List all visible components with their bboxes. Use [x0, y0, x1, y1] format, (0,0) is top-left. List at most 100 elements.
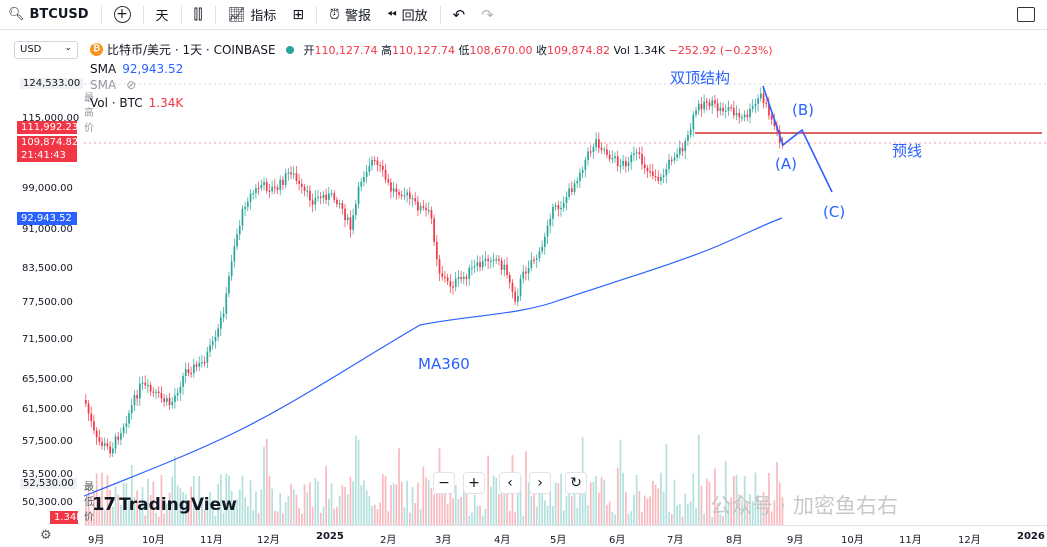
time-label: 11月 — [200, 535, 223, 546]
volume-bar — [665, 443, 668, 525]
time-label: 2026 — [1017, 531, 1045, 542]
candle-body — [576, 181, 579, 184]
volume-bar — [533, 491, 535, 525]
redo-button[interactable]: ↷ — [473, 0, 502, 30]
candle-body — [179, 386, 182, 393]
volume-bar — [193, 476, 195, 525]
tradingview-logo[interactable]: 17 TradingView — [92, 494, 237, 515]
candle-body — [657, 176, 660, 181]
time-label: 8月 — [726, 535, 743, 546]
volume-bar — [444, 478, 446, 525]
time-axis[interactable]: 9月 10月 11月 12月 2025 2月 3月 4月 5月 6月 7月 8月… — [84, 525, 1047, 547]
candle-body — [93, 421, 95, 431]
candle-body — [349, 217, 352, 230]
volume-bar — [595, 476, 597, 525]
candle-body — [673, 157, 676, 161]
volume-bar — [765, 498, 768, 525]
candle-body — [195, 364, 198, 367]
candle-body — [652, 171, 654, 177]
volume-bar — [573, 480, 576, 525]
close-value: 109,874.82 — [547, 43, 610, 57]
volume-bar — [576, 507, 579, 525]
candle-body — [503, 264, 506, 270]
volume-bar — [463, 474, 465, 525]
candle-body — [584, 159, 587, 171]
compare-button[interactable]: + — [106, 0, 139, 30]
candle-body — [573, 183, 576, 192]
reset-chart-button[interactable]: ↻ — [565, 472, 587, 494]
volume-bar — [487, 455, 489, 525]
volume-bar — [90, 513, 93, 525]
volume-bar — [314, 477, 317, 525]
candle-body — [603, 149, 606, 151]
settings-icon[interactable]: ⚙︎ — [40, 528, 52, 543]
interval-button[interactable]: 天 — [148, 0, 177, 30]
volume-bar — [279, 493, 282, 525]
chart-type-button[interactable]: ⫿⫿ — [186, 0, 211, 30]
high-label: 高 — [381, 43, 393, 57]
low-value: 108,670.00 — [469, 43, 533, 57]
zoom-in-button[interactable]: + — [463, 472, 485, 494]
volume-bar — [519, 477, 522, 525]
candle-body — [228, 276, 230, 294]
candle-body — [147, 384, 149, 387]
volume-bar — [687, 503, 689, 525]
price-axis[interactable]: USD ⌄ — [0, 30, 84, 547]
volume-bar — [506, 488, 508, 525]
layout-button[interactable]: ⊞ — [284, 0, 312, 30]
legend-title[interactable]: 比特币/美元 · 1天 · COINBASE — [107, 43, 276, 57]
replay-button[interactable]: ⏪︎ 回放 — [379, 0, 436, 30]
candle-body — [465, 276, 468, 279]
volume-bar — [646, 498, 649, 525]
volume-bar — [349, 476, 352, 525]
add-icon: + — [113, 6, 131, 23]
volume-bar — [179, 488, 182, 525]
volume-bar — [714, 468, 716, 525]
candle-body — [241, 208, 244, 226]
zoom-out-button[interactable]: − — [433, 472, 455, 494]
candle-body — [328, 193, 330, 200]
scroll-right-button[interactable]: › — [529, 472, 551, 494]
alert-button[interactable]: ⏰︎ 警报 — [321, 0, 379, 30]
candle-body — [676, 154, 678, 158]
volume-bar — [249, 480, 252, 525]
candle-body — [695, 110, 697, 115]
candle-body — [641, 154, 643, 165]
currency-select[interactable]: USD ⌄ — [14, 41, 78, 59]
volume-bar — [770, 511, 773, 525]
volume-bar — [130, 464, 133, 525]
candle-body — [257, 187, 260, 190]
candle-body — [452, 286, 454, 288]
volume-bar — [217, 484, 219, 525]
candle-body — [441, 273, 444, 277]
volume-bar — [619, 439, 622, 525]
volume-bar — [773, 500, 776, 525]
sma-ghost-legend[interactable]: SMA ⊘ — [90, 78, 773, 92]
candle-body — [638, 152, 641, 155]
volume-bar — [689, 501, 692, 525]
scroll-left-button[interactable]: ‹ — [499, 472, 521, 494]
indicators-button[interactable]: 📈︎ 指标 — [220, 0, 285, 30]
candle-body — [295, 173, 298, 181]
volume-bar — [633, 494, 635, 525]
candle-body — [152, 391, 155, 393]
volume-bar — [414, 503, 417, 525]
fullscreen-icon[interactable] — [1017, 7, 1035, 22]
volume-legend[interactable]: Vol · BTC 1.34K — [90, 96, 773, 110]
candle-body — [122, 426, 125, 434]
volume-bar — [568, 490, 570, 525]
candle-body — [174, 395, 176, 403]
candle-body — [163, 398, 165, 402]
candle-body — [130, 405, 133, 414]
candle-body — [363, 176, 365, 182]
change-value: −252.92 (−0.23%) — [668, 43, 773, 57]
separator — [214, 5, 216, 24]
undo-button[interactable]: ↶ — [445, 0, 474, 30]
sma-legend[interactable]: SMA 92,943.52 — [90, 62, 773, 76]
volume-bar — [546, 505, 549, 525]
hidden-eye-icon[interactable]: ⊘ — [126, 78, 137, 92]
volume-bar — [325, 466, 327, 525]
symbol-search[interactable]: 🔍︎ BTCUSD — [0, 0, 97, 30]
volume-bar — [738, 494, 741, 525]
